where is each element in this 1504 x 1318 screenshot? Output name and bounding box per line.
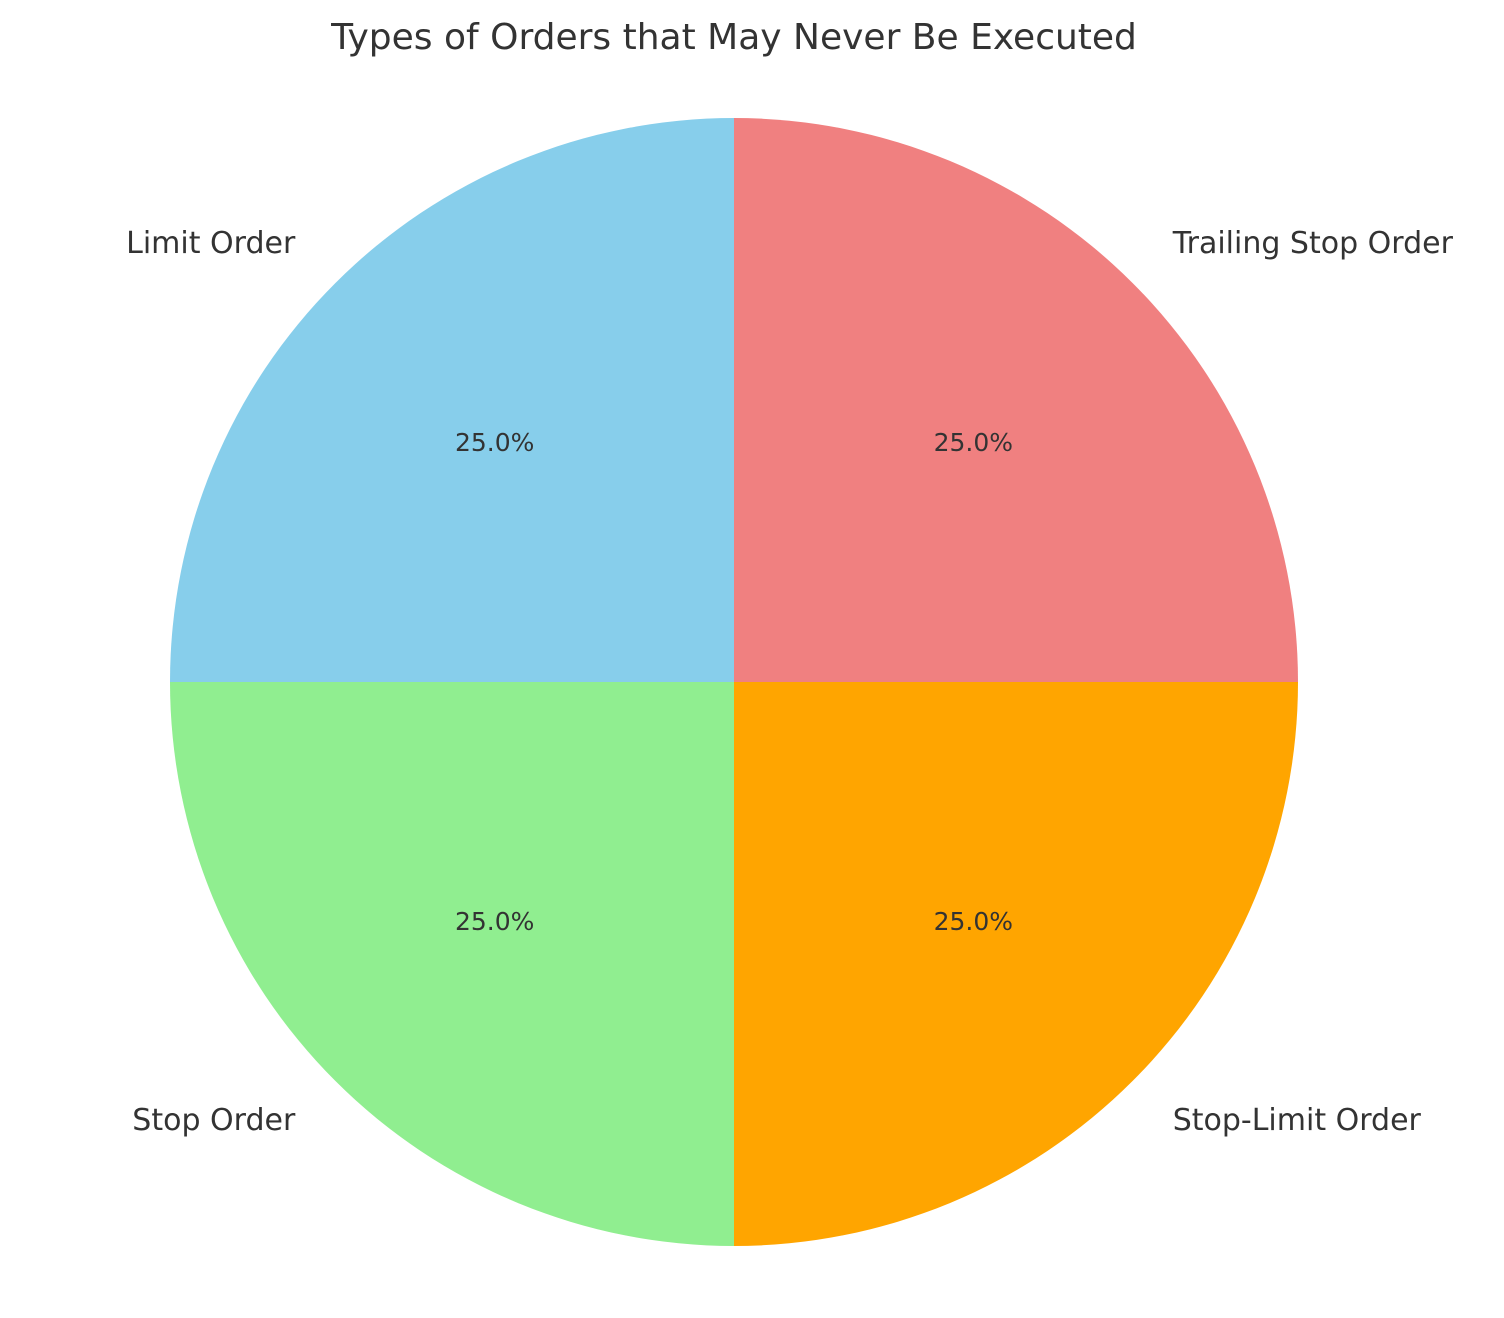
- slice-stop-limit-order: [734, 682, 1298, 1246]
- label-trailing-stop-order: Trailing Stop Order: [1172, 226, 1454, 261]
- pie-slices: [170, 118, 1298, 1246]
- slice-limit-order: [170, 118, 734, 682]
- label-stop-order: Stop Order: [132, 1103, 296, 1138]
- slice-trailing-stop-order: [734, 118, 1298, 682]
- pct-label-stop-order: 25.0%: [455, 907, 534, 936]
- pct-label-trailing-stop-order: 25.0%: [934, 428, 1013, 457]
- chart-title: Types of Orders that May Never Be Execut…: [330, 17, 1137, 58]
- pct-label-stop-limit-order: 25.0%: [934, 907, 1013, 936]
- slice-stop-order: [170, 682, 734, 1246]
- label-limit-order: Limit Order: [126, 226, 296, 261]
- label-stop-limit-order: Stop-Limit Order: [1173, 1103, 1422, 1138]
- pct-label-limit-order: 25.0%: [455, 428, 534, 457]
- pie-labels: Limit Order 25.0% Stop Order 25.0% Stop-Limi…: [126, 226, 1453, 1138]
